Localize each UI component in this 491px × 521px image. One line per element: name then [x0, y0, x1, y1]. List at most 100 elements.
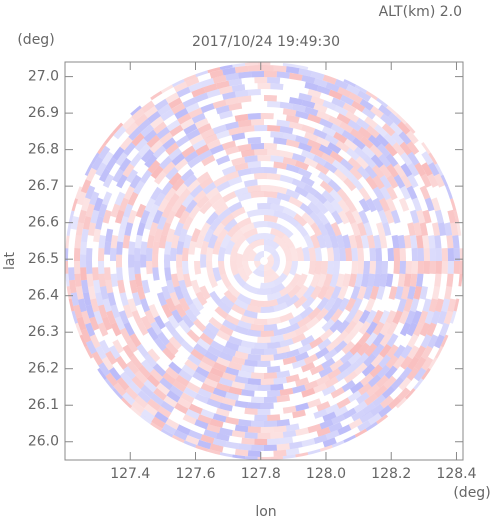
field-cell	[98, 235, 106, 249]
field-cell	[168, 147, 182, 161]
field-cell	[399, 141, 413, 156]
field-cell	[182, 216, 194, 231]
field-cell	[303, 353, 319, 365]
field-cell	[446, 235, 454, 249]
field-cell	[431, 310, 441, 325]
field-cell	[324, 376, 339, 389]
field-cell	[145, 261, 153, 275]
field-cell	[231, 381, 246, 390]
field-cell	[192, 139, 207, 151]
field-cell	[212, 254, 218, 268]
field-cell	[134, 261, 141, 275]
field-cell	[218, 246, 226, 261]
field-cell	[273, 89, 286, 96]
field-cell	[101, 316, 113, 331]
x-tick-label: 127.8	[241, 466, 281, 482]
field-cell	[254, 101, 267, 107]
field-cell	[185, 408, 200, 420]
field-cell	[171, 330, 185, 345]
field-cell	[250, 190, 264, 199]
field-cell	[343, 138, 358, 152]
field-cell	[211, 197, 226, 211]
field-cell	[256, 288, 272, 295]
field-cell	[313, 78, 328, 88]
field-cell	[237, 293, 252, 305]
field-cell	[353, 362, 368, 376]
field-cell	[134, 370, 148, 384]
field-cell	[237, 370, 252, 379]
field-cell	[112, 339, 124, 354]
field-cell	[303, 234, 315, 249]
field-cell	[105, 228, 114, 243]
field-cell	[345, 111, 360, 123]
field-cell	[87, 222, 97, 236]
field-cell	[447, 209, 457, 224]
field-cell	[307, 307, 322, 321]
field-cell	[434, 173, 445, 188]
field-cell	[74, 235, 82, 249]
field-cell	[309, 336, 324, 349]
field-cell	[314, 261, 322, 275]
x-tick-label: 128.0	[306, 466, 346, 482]
field-cell	[234, 325, 249, 336]
field-cell	[282, 132, 297, 141]
field-cell	[102, 298, 112, 313]
field-cell	[222, 191, 237, 203]
field-cell	[97, 261, 105, 274]
field-cell	[289, 97, 303, 106]
field-cell	[309, 364, 325, 376]
field-cell	[294, 160, 310, 171]
field-cell	[250, 372, 264, 380]
field-cell	[293, 295, 308, 309]
field-cell	[198, 361, 213, 373]
field-cell	[364, 393, 378, 406]
field-cell	[147, 111, 161, 124]
field-cell	[351, 209, 363, 225]
field-cell	[287, 284, 302, 299]
field-cell	[341, 129, 356, 142]
field-cell	[373, 273, 382, 288]
field-cell	[112, 168, 124, 183]
field-cell	[159, 131, 173, 145]
field-cell	[393, 261, 401, 275]
field-cell	[136, 222, 146, 236]
field-cell	[397, 387, 411, 401]
field-cell	[251, 420, 264, 428]
reflectivity-field	[65, 62, 463, 460]
field-cell	[267, 149, 281, 157]
field-cell	[162, 372, 176, 385]
field-cell	[407, 333, 419, 348]
field-cell	[183, 174, 198, 188]
field-cell	[141, 149, 154, 163]
field-cell	[355, 391, 370, 405]
field-cell	[329, 150, 344, 163]
field-cell	[85, 203, 95, 218]
y-tick-label: 26.6	[28, 215, 59, 231]
field-cell	[225, 314, 240, 326]
field-cell	[261, 451, 274, 457]
field-cell	[244, 155, 258, 163]
field-cell	[181, 364, 196, 377]
field-cell	[392, 142, 405, 156]
field-cell	[398, 310, 410, 325]
field-cell	[123, 142, 136, 156]
field-cell	[134, 247, 141, 261]
field-cell	[241, 437, 255, 445]
field-cell	[78, 298, 87, 313]
field-cell	[165, 142, 179, 156]
field-cell	[247, 137, 261, 144]
field-cell	[413, 222, 422, 236]
field-cell	[182, 291, 194, 306]
field-cell	[267, 125, 281, 132]
field-cell	[110, 247, 117, 261]
field-cell	[403, 298, 413, 313]
field-cell	[254, 414, 268, 422]
field-cell	[250, 323, 264, 332]
field-cell	[99, 168, 111, 183]
field-cell	[140, 241, 148, 255]
field-cell	[173, 285, 184, 300]
field-cell	[393, 247, 401, 261]
field-cell	[383, 132, 397, 147]
field-cell	[200, 78, 215, 88]
field-cell	[184, 199, 198, 214]
